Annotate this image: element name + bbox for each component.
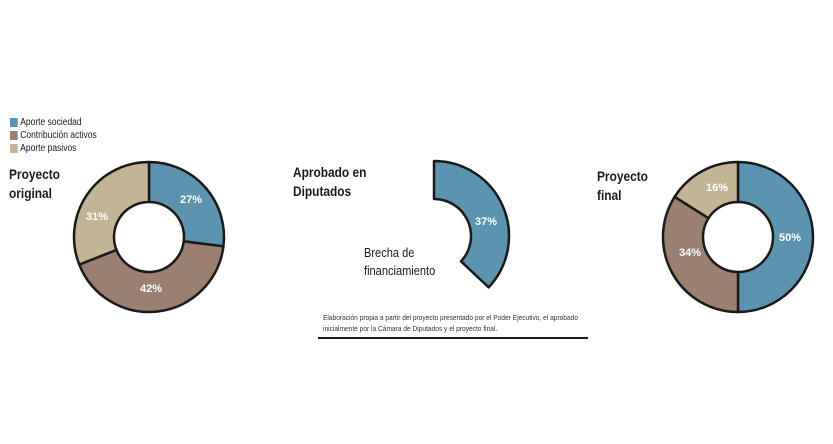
chart-title-final: Proyecto final bbox=[597, 167, 648, 205]
source-line: inicialmente por la Cámara de Diputados … bbox=[323, 324, 498, 333]
label-pasivos: 31% bbox=[86, 211, 108, 223]
legend-label: Aporte pasivos bbox=[20, 143, 77, 154]
label-activos: 34% bbox=[679, 247, 701, 259]
annotation-line: Brecha de bbox=[364, 245, 415, 260]
slice-aporte-pasivos bbox=[673, 160, 740, 220]
legend-item-aporte-sociedad: Aporte sociedad bbox=[10, 116, 97, 129]
slice-aporte-sociedad bbox=[736, 160, 815, 314]
title-line: original bbox=[9, 185, 52, 201]
title-line: Aprobado en bbox=[293, 164, 367, 180]
label-sociedad: 50% bbox=[779, 232, 801, 244]
divider bbox=[318, 337, 588, 339]
source-line: Elaboración propia a partir del proyecto… bbox=[323, 313, 578, 322]
slice-contribucion-activos bbox=[78, 240, 225, 314]
slice-aporte-pasivos bbox=[72, 160, 151, 266]
chart-title-diputados: Aprobado en Diputados bbox=[293, 163, 366, 201]
source-note: Elaboración propia a partir del proyecto… bbox=[323, 312, 578, 334]
slice-aporte-sociedad bbox=[147, 160, 226, 248]
legend-swatch-activos bbox=[10, 131, 18, 140]
title-line: Proyecto bbox=[9, 166, 60, 182]
legend-label: Contribución activos bbox=[20, 130, 97, 141]
chart-title-original: Proyecto original bbox=[9, 165, 60, 203]
slice-contribucion-activos bbox=[661, 195, 740, 314]
slice-aporte-sociedad bbox=[432, 159, 511, 289]
legend-label: Aporte sociedad bbox=[20, 117, 82, 128]
financing-gap-annotation: Brecha de financiamiento bbox=[364, 244, 435, 280]
legend-swatch-pasivos bbox=[10, 144, 18, 153]
legend-swatch-sociedad bbox=[10, 118, 18, 127]
annotation-line: financiamiento bbox=[364, 263, 436, 278]
title-line: final bbox=[597, 187, 622, 203]
legend-item-contribucion-activos: Contribución activos bbox=[10, 129, 97, 142]
title-line: Proyecto bbox=[597, 168, 648, 184]
label-activos: 42% bbox=[140, 283, 162, 295]
chart-legend: Aporte sociedad Contribución activos Apo… bbox=[10, 116, 112, 155]
legend-item-aporte-pasivos: Aporte pasivos bbox=[10, 142, 97, 155]
label-sociedad: 27% bbox=[180, 194, 202, 206]
title-line: Diputados bbox=[293, 183, 352, 199]
label-sociedad: 37% bbox=[475, 216, 497, 228]
label-pasivos: 16% bbox=[706, 182, 728, 194]
